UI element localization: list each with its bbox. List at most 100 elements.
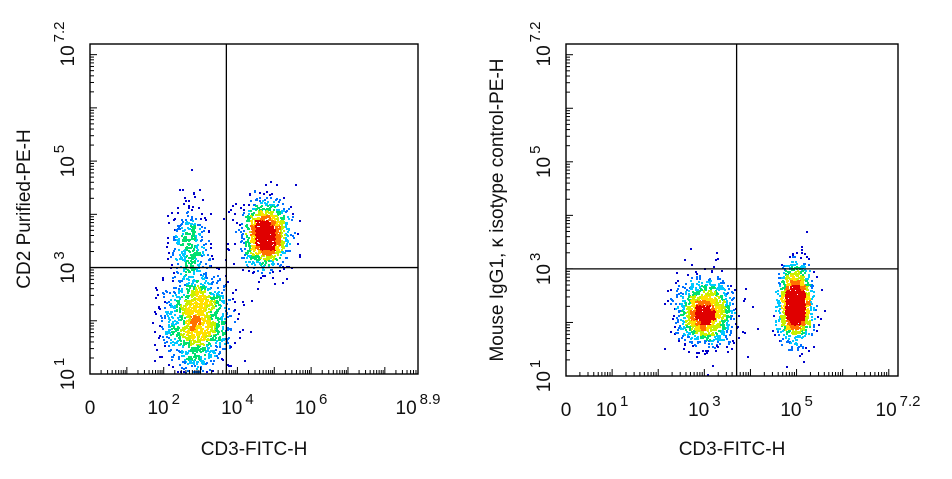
event-dot xyxy=(212,315,214,317)
event-dot xyxy=(272,233,274,235)
event-dot xyxy=(717,278,719,280)
event-dot xyxy=(195,258,197,260)
event-dot xyxy=(188,322,190,324)
event-dot xyxy=(277,254,279,256)
event-dot xyxy=(252,218,254,220)
event-dot xyxy=(723,325,725,327)
event-dot xyxy=(214,324,216,326)
event-dot xyxy=(810,309,812,311)
event-dot xyxy=(247,218,249,220)
event-dot xyxy=(183,323,185,325)
event-dot xyxy=(180,330,182,332)
event-dot xyxy=(268,248,270,250)
event-dot xyxy=(164,342,166,344)
event-dot xyxy=(204,304,206,306)
event-dot xyxy=(268,238,270,240)
event-dot xyxy=(200,218,202,220)
event-dot xyxy=(223,339,225,341)
event-dot xyxy=(679,325,681,327)
event-dot xyxy=(222,328,224,330)
event-dot xyxy=(214,322,216,324)
event-dot xyxy=(188,346,190,348)
event-dot xyxy=(701,294,703,296)
event-dot xyxy=(171,212,173,214)
event-dot xyxy=(198,296,200,298)
event-dot xyxy=(678,327,680,329)
event-dot xyxy=(696,283,698,285)
event-dot xyxy=(709,278,711,280)
event-dot xyxy=(267,201,269,203)
y-tick-label: 105 xyxy=(51,145,79,177)
event-dot xyxy=(198,306,200,308)
event-dot xyxy=(278,201,280,203)
event-dot xyxy=(194,297,196,299)
event-dot xyxy=(168,345,170,347)
event-dot xyxy=(184,251,186,253)
event-dot xyxy=(197,366,199,368)
event-dot xyxy=(711,271,713,273)
event-dot xyxy=(285,245,287,247)
event-dot xyxy=(704,288,706,290)
event-dot xyxy=(271,263,273,265)
event-dot xyxy=(172,280,174,282)
event-dot xyxy=(269,245,271,247)
event-dot xyxy=(246,264,248,266)
event-dot xyxy=(809,298,811,300)
event-dot xyxy=(284,234,286,236)
event-dot xyxy=(715,309,717,311)
event-dot xyxy=(692,291,694,293)
event-dot xyxy=(268,209,270,211)
event-dot xyxy=(682,300,684,302)
event-dot xyxy=(256,232,258,234)
event-dot xyxy=(678,293,680,295)
event-dot xyxy=(189,338,191,340)
event-dot xyxy=(176,306,178,308)
event-dot xyxy=(161,320,163,322)
tick-base: 10 xyxy=(58,156,79,177)
event-dot xyxy=(164,345,166,347)
event-dot xyxy=(682,320,684,322)
event-dot xyxy=(232,298,234,300)
event-dot xyxy=(202,252,204,254)
event-dot xyxy=(677,321,679,323)
event-dot xyxy=(252,235,254,237)
event-dot xyxy=(191,293,193,295)
event-dot xyxy=(713,325,715,327)
event-dot xyxy=(196,351,198,353)
event-dot xyxy=(691,284,693,286)
event-dot xyxy=(696,330,698,332)
event-dot xyxy=(273,201,275,203)
event-dot xyxy=(181,280,183,282)
event-dot xyxy=(167,312,169,314)
event-dot xyxy=(248,237,250,239)
event-dot xyxy=(194,336,196,338)
event-dot xyxy=(297,233,299,235)
event-dot xyxy=(695,338,697,340)
event-dot xyxy=(248,220,250,222)
event-dot xyxy=(283,197,285,199)
event-dot xyxy=(729,316,731,318)
event-dot xyxy=(187,292,189,294)
event-dot xyxy=(164,301,166,303)
event-dot xyxy=(190,349,192,351)
event-dot xyxy=(680,327,682,329)
event-dot xyxy=(293,237,295,239)
event-dot xyxy=(250,257,252,259)
event-dot xyxy=(202,199,204,201)
event-dot xyxy=(206,345,208,347)
event-dot xyxy=(182,329,184,331)
event-dot xyxy=(263,238,265,240)
event-dot xyxy=(263,245,265,247)
event-dot xyxy=(727,351,729,353)
event-dot xyxy=(168,222,170,224)
event-dot xyxy=(257,288,259,290)
event-dot xyxy=(154,360,156,362)
event-dot xyxy=(733,318,735,320)
tick-exponent: 4 xyxy=(245,391,253,408)
event-dot xyxy=(227,327,229,329)
event-dot xyxy=(178,344,180,346)
event-dot xyxy=(697,328,699,330)
event-dot xyxy=(185,200,187,202)
event-dot xyxy=(708,332,710,334)
event-dot xyxy=(188,295,190,297)
